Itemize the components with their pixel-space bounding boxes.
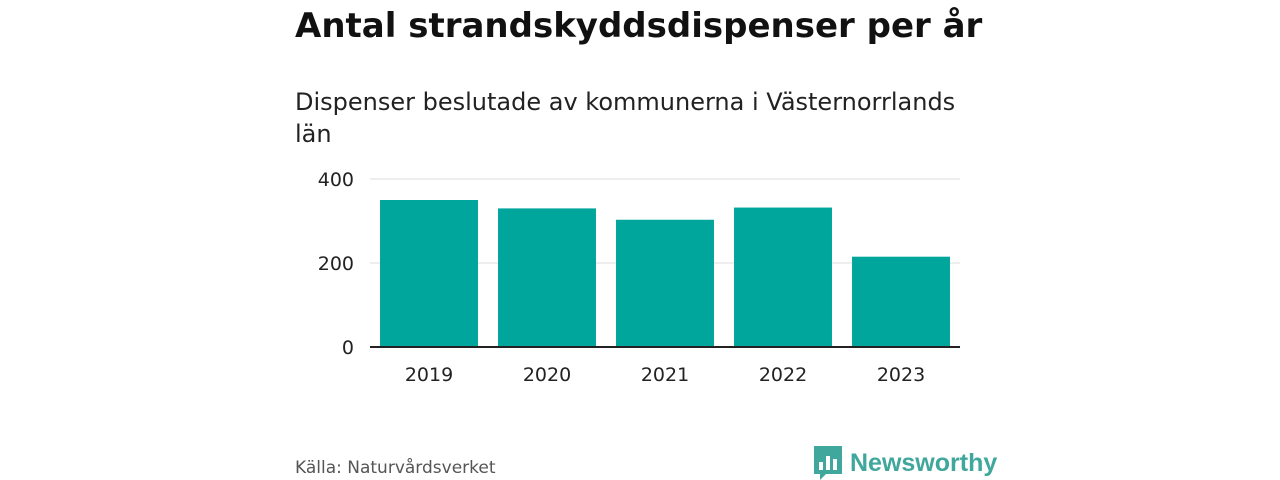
x-tick-label: 2020 (523, 364, 571, 386)
x-tick-label: 2019 (405, 364, 453, 386)
bar-2020 (498, 208, 596, 347)
bar-2021 (616, 219, 714, 347)
brand-name: Newsworthy (850, 449, 998, 477)
x-tick-label: 2021 (641, 364, 689, 386)
bar-2022 (734, 207, 832, 347)
y-tick-label: 0 (342, 337, 354, 359)
source-note: Källa: Naturvårdsverket (295, 458, 496, 478)
x-tick-label: 2023 (877, 364, 925, 386)
brand-logo: Newsworthy (814, 446, 997, 480)
chart-subtitle: Dispenser beslutade av kommunerna i Väst… (295, 88, 956, 148)
chart-title: Antal strandskyddsdispenser per år (295, 6, 983, 46)
y-tick-label: 200 (318, 253, 354, 275)
bar-2023 (852, 256, 950, 347)
x-tick-label: 2022 (759, 364, 807, 386)
bar-chart-logo-icon (814, 446, 842, 480)
bar-chart: 0 200 400 2019 2020 2021 2022 2023 (318, 169, 960, 386)
bar-2019 (380, 200, 478, 347)
y-tick-label: 400 (318, 169, 354, 191)
